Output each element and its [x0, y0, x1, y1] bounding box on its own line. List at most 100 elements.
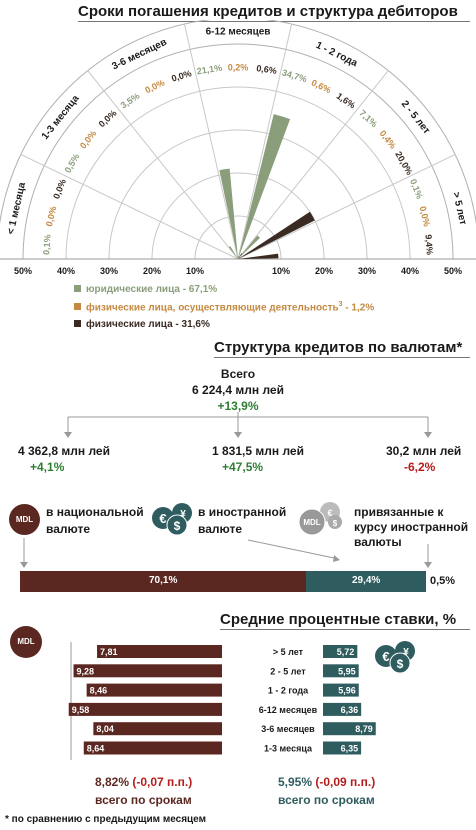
- wedge-3-2: [238, 256, 239, 259]
- grid-spoke-3: [183, 23, 239, 260]
- value-label-0-1: 0,0%: [44, 205, 58, 227]
- share-bar-national: [20, 571, 306, 592]
- maturity-title: Сроки погашения кредитов и структура деб…: [78, 3, 458, 20]
- value-label-6-1: 0,0%: [418, 205, 432, 227]
- grid-arc-3: [108, 129, 368, 260]
- foreign-label-2: валюте: [198, 522, 243, 536]
- mdl-total-change: (-0,07 п.п.): [132, 775, 193, 789]
- grid-spoke-2: [87, 70, 239, 260]
- legend-legal-label: юридические лица - 67,1%: [86, 284, 218, 295]
- mdl-bar-5: [83, 741, 222, 755]
- mdl-bar-4: [93, 722, 222, 736]
- value-label-0-2: 0,0%: [51, 178, 68, 201]
- share-bar-foreign: [306, 571, 426, 592]
- wedge-3-0: [219, 168, 238, 259]
- footnote: * по сравнению с предыдущим месяцем: [5, 814, 207, 825]
- value-label-5-1: 0,4%: [378, 128, 399, 150]
- currency-title-star: *: [456, 339, 463, 356]
- currency-connector-lines: [20, 538, 432, 568]
- rates-mdl-badge-icon: MDL: [10, 626, 42, 658]
- mdl-bar-label-4: 8,04: [96, 724, 114, 734]
- fx-bar-label-1: 5,95: [338, 666, 356, 676]
- axis-tick-8: 40%: [401, 266, 419, 276]
- pegged-label-2: курсу иностранной: [354, 520, 469, 534]
- mdl-bar-label-2: 8,46: [90, 686, 108, 696]
- value-label-1-2: 0,0%: [97, 108, 119, 129]
- rate-category-2: 1 - 2 года: [268, 686, 309, 696]
- fx-total-caption: всего по срокам: [278, 793, 375, 807]
- grid-spoke-5: [237, 70, 389, 260]
- rate-category-0: > 5 лет: [273, 647, 304, 657]
- legend-individuals-label: физические лица - 31,6%: [86, 319, 210, 330]
- fx-total: 5,95% (-0,09 п.п.): [278, 775, 375, 789]
- pegged-currency-icon: MDL € $: [298, 502, 342, 536]
- national-change: +4,1%: [30, 460, 65, 474]
- category-label-1: 1-3 месяца: [40, 93, 82, 142]
- rates-title-rule: [220, 629, 470, 630]
- grid-arc-outer: [22, 43, 454, 260]
- share-foreign-label: 29,4%: [351, 575, 381, 586]
- category-label-5: 2 - 5 лет: [399, 99, 432, 137]
- fx-bar-4: [323, 722, 376, 736]
- wedge-5-0: [238, 235, 261, 259]
- fx-bar-label-4: 8,79: [355, 724, 373, 734]
- wedge-6-2: [238, 253, 279, 259]
- wedge-5-2: [238, 211, 315, 259]
- grid-spoke-4: [237, 23, 293, 260]
- grid-arc-2: [151, 172, 325, 260]
- wedge-4-2: [238, 253, 243, 259]
- currency-title: Структура кредитов по валютам*: [214, 339, 463, 356]
- value-label-4-1: 0,6%: [310, 77, 333, 95]
- svg-text:€: €: [327, 508, 332, 518]
- rates-fx-icon: € ¥ $: [375, 641, 415, 674]
- fx-total-value: 5,95%: [278, 775, 313, 789]
- value-label-5-2: 20,0%: [393, 150, 414, 177]
- wedge-1-0: [236, 257, 238, 259]
- axis-tick-4: 10%: [186, 266, 204, 276]
- pegged-change: -6,2%: [404, 460, 436, 474]
- value-label-3-1: 0,2%: [228, 62, 249, 72]
- mdl-bar-label-5: 8,64: [87, 744, 105, 754]
- wedge-5-1: [238, 257, 240, 259]
- value-label-3-0: 21,1%: [196, 63, 223, 77]
- value-label-4-0: 34,7%: [281, 67, 308, 84]
- category-label-3: 6-12 месяцев: [206, 27, 271, 38]
- svg-text:$: $: [174, 519, 181, 533]
- pegged-label-3: валюты: [354, 535, 402, 549]
- pegged-label-1: привязанные к: [354, 505, 444, 519]
- legend-individuals-swatch: [74, 320, 81, 327]
- fx-bar-0: [323, 645, 358, 658]
- svg-text:¥: ¥: [180, 509, 186, 520]
- fx-bar-2: [323, 683, 359, 697]
- rate-category-5: 1-3 месяца: [264, 744, 313, 754]
- axis-tick-2: 30%: [100, 266, 118, 276]
- grid-arc-4: [65, 86, 411, 260]
- fx-bar-1: [323, 664, 359, 678]
- currency-total-value: 6 224,4 млн лей: [192, 383, 284, 397]
- wedge-4-0: [238, 114, 291, 259]
- wedge-4-1: [238, 256, 240, 259]
- grid-arc-1: [194, 215, 282, 260]
- mdl-total: 8,82% (-0,07 п.п.): [95, 775, 192, 789]
- category-label-2: 3-6 месяцев: [110, 37, 168, 73]
- rate-category-4: 3-6 месяцев: [261, 724, 315, 734]
- legend-legal: юридические лица - 67,1%: [74, 284, 217, 295]
- axis-tick-3: 20%: [143, 266, 161, 276]
- axis-tick-6: 20%: [315, 266, 333, 276]
- national-label-2: валюте: [46, 522, 91, 536]
- legend-superscript: 3: [338, 301, 343, 308]
- grid-arc-label-band: [0, 20, 476, 225]
- value-label-2-2: 0,0%: [170, 68, 193, 84]
- legend-individuals-activity-value: - 1,2%: [342, 302, 375, 314]
- category-label-4: 1 - 2 года: [314, 40, 359, 69]
- svg-text:$: $: [397, 657, 404, 671]
- category-label-0: < 1 месяца: [6, 181, 29, 236]
- axis-tick-5: 10%: [272, 266, 290, 276]
- mdl-bar-1: [73, 664, 223, 678]
- share-national-label: 70,1%: [149, 575, 178, 586]
- legend-individuals-activity-label: физические лица, осуществляющие деятельн…: [86, 302, 339, 314]
- foreign-value: 1 831,5 млн лей: [212, 444, 304, 458]
- wedge-2-0: [228, 246, 238, 259]
- fx-total-change: (-0,09 п.п.): [315, 775, 376, 789]
- value-label-6-0: 0,1%: [408, 178, 425, 201]
